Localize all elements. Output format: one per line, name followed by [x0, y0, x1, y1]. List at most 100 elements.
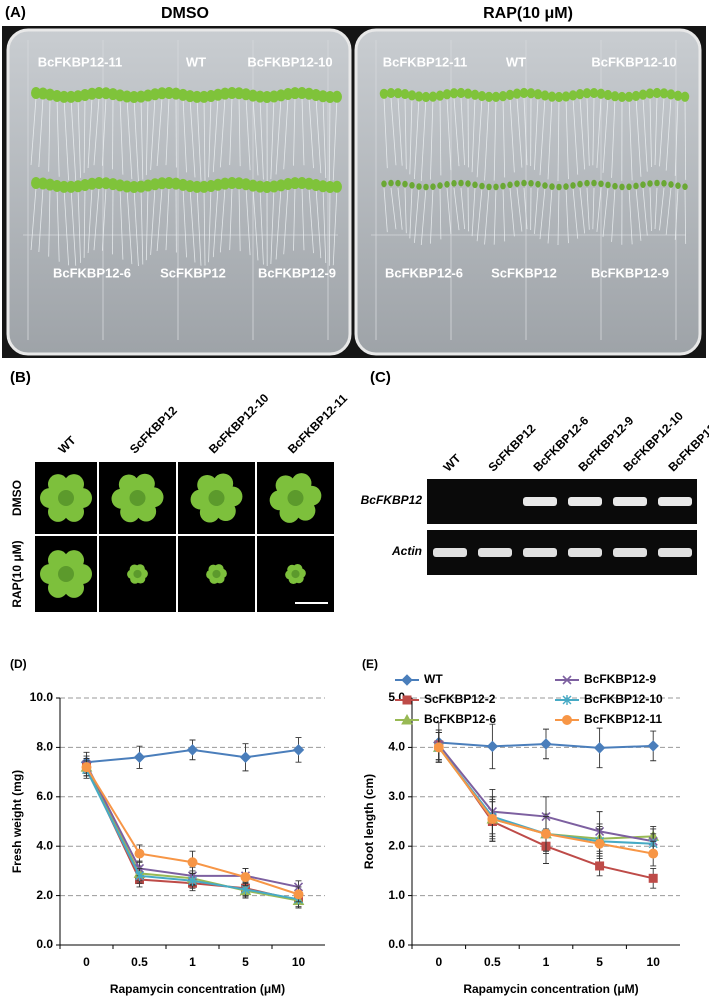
x-axis-label: Rapamycin concentration (μM) — [463, 982, 638, 996]
legend-marker — [562, 695, 572, 705]
root — [572, 187, 579, 239]
root — [196, 187, 202, 266]
leaf — [472, 181, 478, 189]
root — [665, 187, 672, 235]
y-tick-label: 8.0 — [36, 740, 53, 754]
leaf — [470, 89, 480, 100]
leaf — [393, 88, 403, 99]
leaf — [395, 179, 401, 187]
leaf — [519, 87, 529, 99]
leaf — [507, 181, 513, 189]
column-label: BcFKBP12-11 — [285, 391, 350, 456]
root — [592, 187, 595, 230]
y-tick-label: 2.0 — [388, 838, 405, 852]
root — [283, 187, 289, 255]
root — [270, 187, 275, 264]
x-tick-label: 0.5 — [131, 955, 148, 969]
root — [674, 97, 679, 176]
root — [390, 187, 397, 230]
root — [293, 97, 296, 166]
plate-label: ScFKBP12 — [160, 265, 226, 280]
leaf — [449, 88, 459, 99]
root — [534, 97, 539, 170]
root — [579, 97, 586, 170]
x-tick-label: 1 — [543, 955, 550, 969]
band — [613, 497, 647, 506]
root — [56, 187, 60, 262]
root — [397, 187, 403, 230]
leaf — [133, 569, 142, 579]
root — [93, 187, 100, 251]
marker — [486, 740, 499, 753]
leaf — [416, 183, 422, 190]
band — [478, 548, 512, 557]
leaf — [428, 91, 438, 102]
root — [439, 97, 442, 176]
root — [509, 97, 515, 173]
root — [659, 97, 665, 167]
band — [568, 548, 602, 557]
leaf — [584, 179, 590, 187]
root — [38, 97, 44, 168]
marker — [593, 742, 606, 754]
root — [539, 97, 546, 176]
plate-label: BcFKBP12-9 — [591, 265, 669, 280]
leaf — [64, 550, 84, 571]
root — [414, 97, 420, 179]
leaf — [589, 87, 599, 99]
root — [145, 187, 149, 261]
leaf — [215, 501, 236, 522]
root — [322, 97, 327, 179]
leaf — [291, 569, 300, 579]
row-label: Actin — [391, 544, 422, 558]
band — [433, 548, 467, 557]
x-axis-label: Rapamycin concentration (μM) — [110, 982, 285, 996]
root — [229, 187, 233, 251]
marker — [292, 744, 305, 756]
column-label: ScFKBP12 — [485, 421, 538, 474]
leaf — [212, 569, 221, 579]
leaf — [591, 179, 597, 187]
rosette-photos: WT ScFKBP12 BcFKBP12-10 BcFKBP12-11 DMSO RAP(… — [10, 391, 350, 612]
root — [63, 187, 69, 266]
root — [252, 97, 259, 176]
band — [568, 497, 602, 506]
leaf — [526, 88, 536, 99]
column-label: WT — [55, 433, 79, 457]
marker — [648, 848, 659, 859]
marker — [240, 872, 251, 883]
root — [275, 187, 282, 260]
root — [308, 97, 314, 169]
root — [453, 187, 460, 231]
root — [332, 187, 338, 266]
root — [30, 97, 37, 166]
root — [654, 97, 658, 166]
root — [654, 187, 658, 230]
leaf — [491, 91, 501, 102]
root — [397, 97, 403, 166]
y-tick-label: 1.0 — [388, 888, 405, 902]
legend-marker — [401, 674, 413, 686]
panel-label: (B) — [10, 369, 31, 386]
leaf — [402, 180, 408, 188]
root — [259, 97, 264, 180]
leaf — [561, 91, 571, 102]
root — [484, 97, 490, 181]
plate-label: BcFKBP12-10 — [591, 54, 676, 69]
root — [665, 97, 672, 171]
leaf — [227, 87, 237, 100]
leaf — [157, 177, 167, 190]
root — [502, 187, 506, 242]
marker — [293, 889, 304, 900]
root — [628, 97, 633, 181]
marker — [648, 873, 658, 883]
x-tick-label: 5 — [242, 955, 249, 969]
y-tick-label: 6.0 — [36, 789, 53, 803]
y-tick-label: 0.0 — [388, 937, 405, 951]
leaf — [652, 87, 662, 99]
leaf — [442, 89, 452, 100]
band — [658, 548, 692, 557]
marker — [188, 875, 197, 886]
y-tick-label: 2.0 — [36, 888, 53, 902]
